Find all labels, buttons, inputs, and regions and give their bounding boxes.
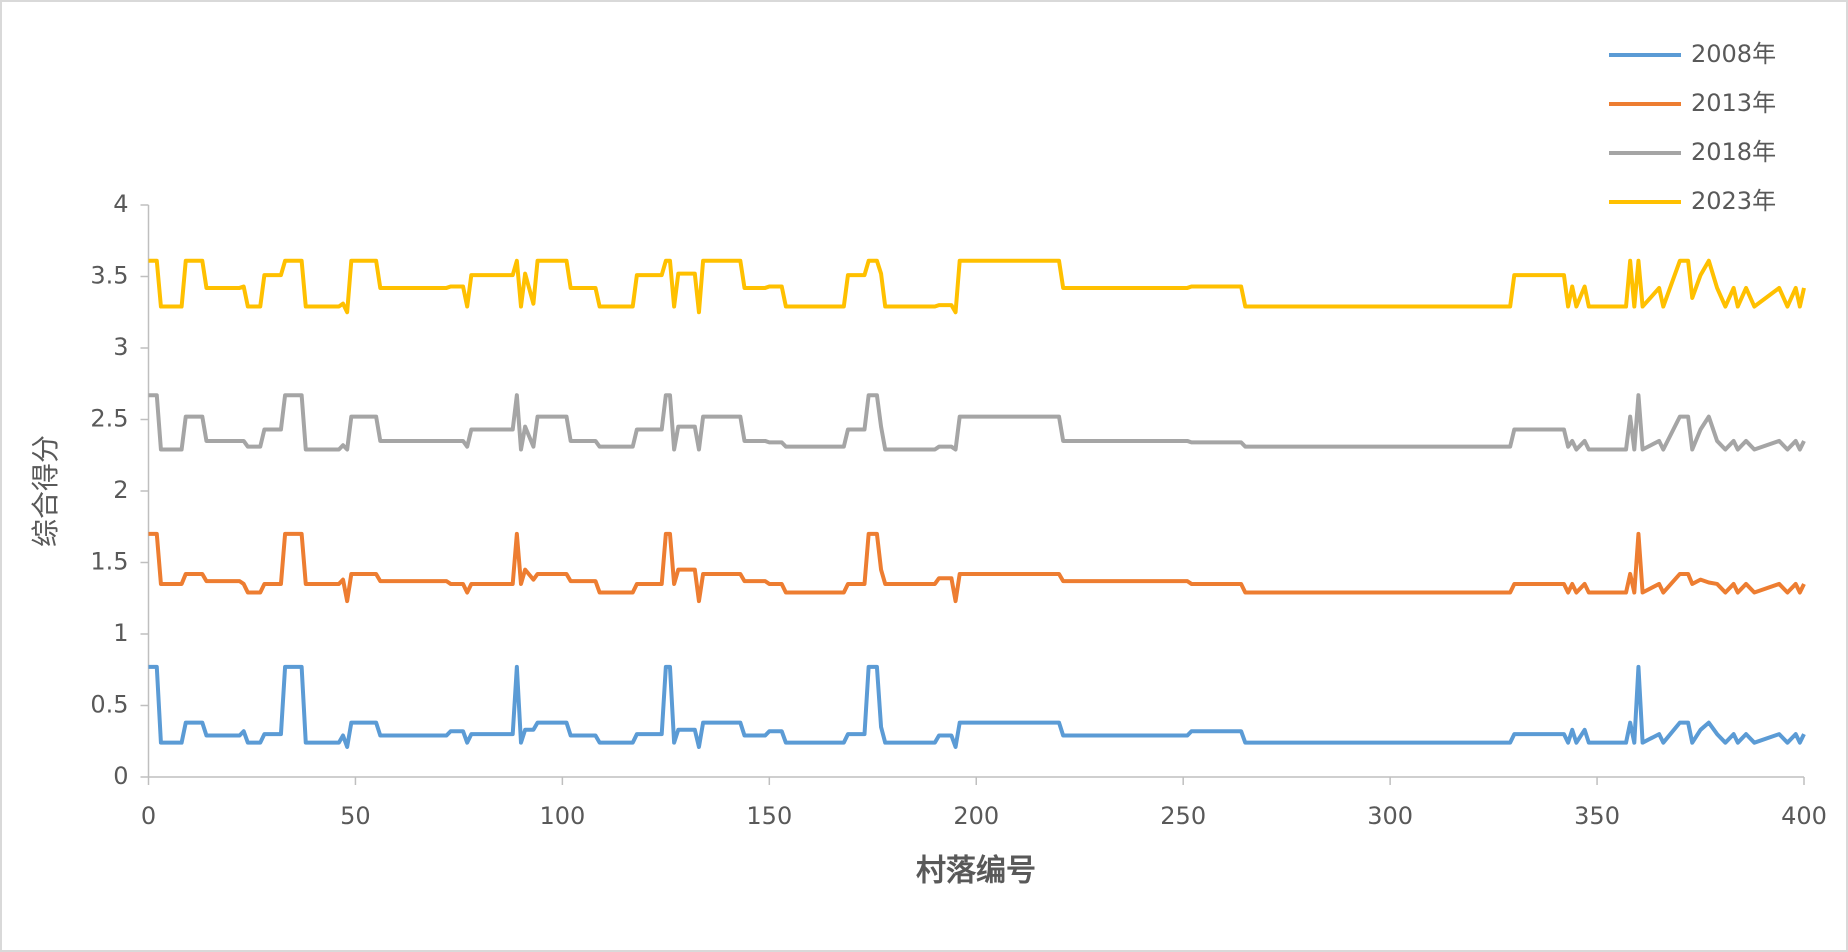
x-tick-label: 250	[1160, 802, 1206, 830]
series-line	[148, 664, 1806, 749]
legend-label: 2023年	[1691, 187, 1776, 215]
x-tick-label: 150	[746, 802, 792, 830]
x-tick-label: 400	[1781, 802, 1827, 830]
y-tick-label: 3	[113, 333, 128, 361]
x-tick-label: 50	[340, 802, 371, 830]
series-line	[148, 393, 1806, 452]
series-line	[148, 258, 1806, 315]
series-line	[148, 531, 1806, 604]
y-tick-label: 0	[113, 762, 128, 790]
x-axis-label: 村落编号	[916, 854, 1036, 889]
x-tick-label: 350	[1574, 802, 1620, 830]
x-tick-label: 300	[1367, 802, 1413, 830]
x-tick-label: 0	[141, 802, 156, 830]
y-tick-label: 1	[113, 619, 128, 647]
y-tick-label: 2.5	[90, 405, 128, 433]
legend-label: 2008年	[1691, 40, 1776, 68]
legend-label: 2013年	[1691, 89, 1776, 117]
y-tick-label: 0.5	[90, 691, 128, 719]
legend-label: 2018年	[1691, 138, 1776, 166]
y-tick-label: 2	[113, 476, 128, 504]
x-tick-label: 200	[953, 802, 999, 830]
y-tick-label: 1.5	[90, 548, 128, 576]
y-tick-label: 3.5	[90, 262, 128, 290]
y-axis-label: 综合得分	[29, 435, 62, 547]
x-tick-label: 100	[539, 802, 585, 830]
y-tick-label: 4	[113, 190, 128, 218]
